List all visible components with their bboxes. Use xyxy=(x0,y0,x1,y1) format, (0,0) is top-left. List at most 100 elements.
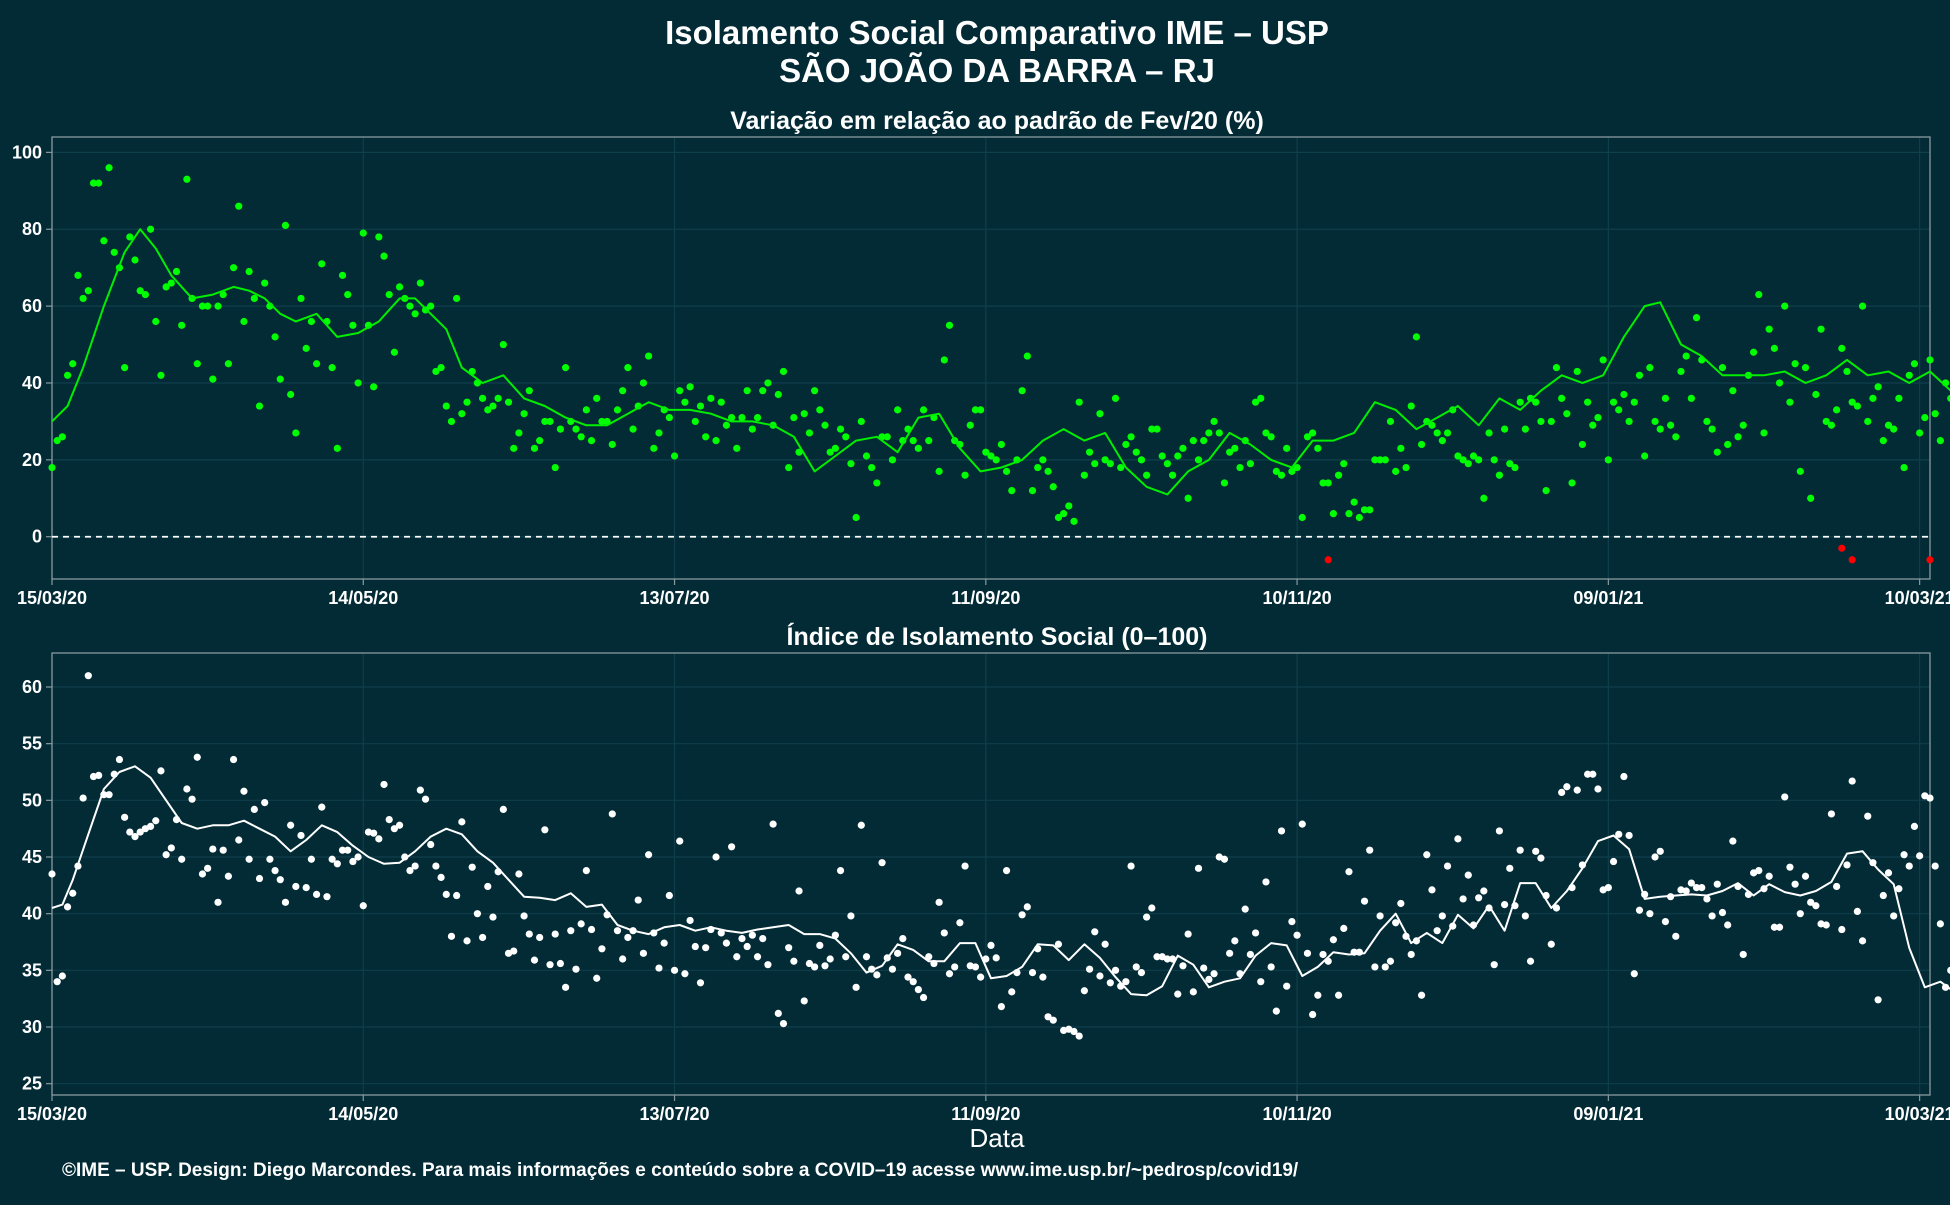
data-point xyxy=(951,963,959,971)
data-point xyxy=(1490,456,1498,464)
data-point xyxy=(1739,421,1747,429)
data-point xyxy=(416,279,424,287)
data-point xyxy=(1947,966,1950,974)
data-point xyxy=(271,333,279,341)
data-point xyxy=(1931,410,1939,418)
data-point xyxy=(1293,463,1301,472)
data-point xyxy=(1526,957,1535,965)
data-point xyxy=(1423,851,1431,859)
data-point xyxy=(1386,957,1395,965)
y-tick-label: 50 xyxy=(22,790,42,810)
data-point xyxy=(608,440,616,449)
data-point xyxy=(738,413,746,422)
data-point xyxy=(779,367,788,376)
data-point xyxy=(1729,837,1737,845)
data-point xyxy=(1148,904,1156,912)
top-panel-title: Variação em relação ao padrão de Fev/20 … xyxy=(730,107,1264,135)
data-point xyxy=(1028,969,1037,977)
data-point xyxy=(1843,861,1851,869)
data-point xyxy=(1267,963,1275,971)
data-point xyxy=(1428,886,1436,894)
data-point xyxy=(914,986,922,994)
data-point xyxy=(63,903,72,911)
data-point xyxy=(463,398,471,406)
data-point xyxy=(1594,785,1602,793)
data-point xyxy=(1755,290,1763,299)
data-point xyxy=(629,425,637,433)
data-point xyxy=(162,851,170,859)
data-point xyxy=(1661,918,1670,926)
data-point xyxy=(608,810,616,818)
x-tick-label: 14/05/20 xyxy=(328,1104,398,1124)
data-point xyxy=(1635,906,1644,914)
data-point xyxy=(1184,494,1192,502)
data-point xyxy=(1604,456,1612,464)
y-tick-label: 45 xyxy=(22,847,42,867)
data-point xyxy=(520,912,528,920)
data-point xyxy=(800,997,808,1005)
data-point xyxy=(1148,425,1156,433)
data-point xyxy=(1879,437,1887,445)
data-point xyxy=(1584,398,1592,406)
data-point xyxy=(437,364,445,372)
data-point xyxy=(811,387,819,395)
data-point xyxy=(219,846,227,854)
data-point xyxy=(235,202,243,210)
data-point xyxy=(774,1009,782,1018)
data-point xyxy=(1895,394,1903,402)
data-point xyxy=(1573,786,1581,794)
data-point xyxy=(178,321,186,329)
data-point xyxy=(188,795,196,803)
data-point xyxy=(1884,869,1893,877)
data-point xyxy=(302,884,310,892)
data-point xyxy=(1713,448,1721,456)
data-point xyxy=(1791,360,1799,368)
data-point xyxy=(759,935,767,943)
data-point xyxy=(1314,991,1322,999)
data-point xyxy=(1651,853,1659,861)
data-point xyxy=(1392,467,1400,475)
data-point xyxy=(121,364,129,372)
data-point xyxy=(1054,940,1063,948)
data-point xyxy=(1910,360,1919,368)
footer-credit: ©IME – USP. Design: Diego Marcondes. Par… xyxy=(62,1160,1299,1181)
data-point xyxy=(785,944,793,952)
data-point xyxy=(774,390,782,399)
data-point xyxy=(307,317,315,326)
x-tick-label: 14/05/20 xyxy=(328,588,398,608)
data-point xyxy=(1122,440,1130,449)
data-point xyxy=(919,993,928,1002)
data-point xyxy=(1267,433,1275,441)
data-point xyxy=(141,290,149,299)
data-point xyxy=(318,260,326,268)
data-point xyxy=(1257,394,1265,402)
data-point xyxy=(1464,460,1472,468)
data-point xyxy=(1008,487,1016,495)
data-point xyxy=(1236,463,1244,472)
data-point xyxy=(556,425,565,433)
data-point xyxy=(1371,963,1379,971)
data-point xyxy=(1189,988,1197,996)
data-point xyxy=(1703,417,1711,426)
data-point xyxy=(1480,887,1488,895)
data-point xyxy=(691,417,699,426)
x-tick-label: 13/07/20 xyxy=(640,1104,710,1124)
data-point xyxy=(1547,940,1555,948)
data-point xyxy=(1542,487,1550,495)
data-point xyxy=(1672,932,1680,940)
data-point xyxy=(759,387,767,395)
data-point xyxy=(1552,904,1561,912)
data-point xyxy=(1231,937,1239,945)
data-point xyxy=(510,947,518,955)
data-point xyxy=(1936,920,1944,928)
data-point xyxy=(48,870,56,878)
data-point xyxy=(1495,827,1504,835)
data-point xyxy=(447,417,456,426)
data-point xyxy=(639,379,648,387)
data-point xyxy=(1672,433,1680,441)
data-point xyxy=(1303,433,1312,441)
data-point xyxy=(1869,394,1877,402)
data-point xyxy=(831,444,839,452)
data-point xyxy=(1563,783,1571,791)
data-point xyxy=(826,448,834,456)
